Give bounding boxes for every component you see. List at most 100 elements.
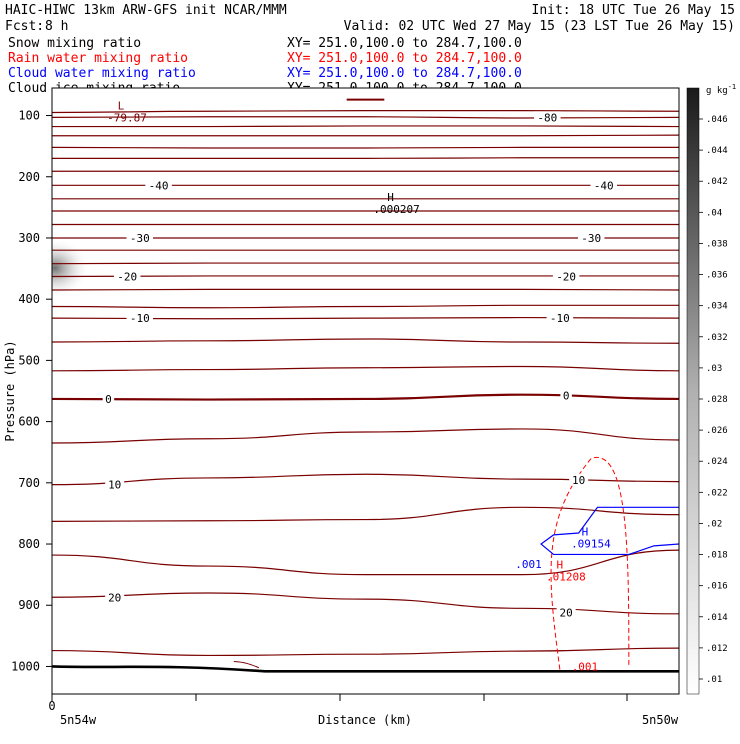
header-title: HAIC-HIWC 13km ARW-GFS init NCAR/MMM bbox=[5, 3, 287, 18]
isotherm-0 bbox=[52, 110, 679, 114]
y-tick-label-500: 500 bbox=[18, 353, 40, 367]
rain-water-contour bbox=[550, 456, 630, 670]
isotherm-15 bbox=[52, 288, 679, 291]
isotherm-18 bbox=[52, 338, 679, 344]
colorbar-tick-label-9: .028 bbox=[706, 395, 728, 405]
colorbar-tick-label-1: .044 bbox=[706, 146, 728, 156]
x-axis-label: Distance (km) bbox=[318, 713, 412, 727]
colorbar-tick-label-15: .016 bbox=[706, 582, 728, 592]
extremum-letter-3: H bbox=[557, 559, 564, 572]
y-tick-label-600: 600 bbox=[18, 415, 40, 429]
contour-value-label-1: .001 bbox=[572, 660, 599, 673]
y-axis: 100 200 300 400 500 600 700 800 900 1000 bbox=[11, 109, 52, 673]
colorbar-tick-label-16: .014 bbox=[706, 613, 728, 623]
colorbar-tick-label-10: .026 bbox=[706, 426, 728, 436]
colorbar-tick-label-17: .012 bbox=[706, 644, 728, 654]
isotherm-label-13: 20 bbox=[560, 607, 573, 620]
header-init-time: Init: 18 UTC Tue 26 May 15 bbox=[532, 3, 736, 18]
isotherm-label-6: -10 bbox=[130, 312, 150, 325]
x-zero-label: 0 bbox=[48, 699, 55, 713]
isotherm-19 bbox=[52, 365, 679, 372]
isotherm-label-4: -20 bbox=[117, 271, 137, 284]
colorbar-tick-label-11: .024 bbox=[706, 457, 728, 467]
isotherm-label-bg-5 bbox=[552, 270, 580, 283]
isotherm-label-bg-0 bbox=[145, 179, 172, 192]
extremum-letter-2: H bbox=[582, 525, 589, 538]
isotherm-25 bbox=[52, 592, 679, 615]
colorbar-tick-label-12: .022 bbox=[706, 488, 728, 498]
colorbar-unit: g kg-1 bbox=[706, 83, 736, 96]
terrain-line bbox=[52, 661, 679, 673]
isotherm-label-10: 10 bbox=[108, 479, 121, 492]
colorbar-tick-label-14: .018 bbox=[706, 551, 728, 561]
y-axis-label: Pressure (hPa) bbox=[3, 340, 17, 441]
isotherm-label-14: -80 bbox=[537, 111, 557, 124]
x-right-location: 5n50w bbox=[642, 713, 679, 727]
isotherm-3 bbox=[52, 134, 679, 137]
colorbar-tick-label-7: .032 bbox=[706, 333, 728, 343]
x-axis bbox=[51, 694, 628, 701]
extremum-value-0: -79.87 bbox=[107, 111, 147, 124]
isotherm-24 bbox=[52, 549, 679, 576]
y-tick-label-900: 900 bbox=[18, 598, 40, 612]
colorbar-tick-label-0: .046 bbox=[706, 115, 728, 125]
extremum-value-1: .000207 bbox=[373, 203, 419, 216]
isotherm-label-bg-2 bbox=[126, 231, 154, 244]
field-legend: Snow mixing ratio XY= 251.0,100.0 to 284.… bbox=[8, 36, 522, 96]
colorbar-tick-label-2: .042 bbox=[706, 177, 728, 187]
isotherm-label-bg-10 bbox=[105, 478, 125, 491]
isotherm-label-bg-12 bbox=[105, 591, 125, 604]
y-tick-label-800: 800 bbox=[18, 537, 40, 551]
y-tick-label-700: 700 bbox=[18, 476, 40, 490]
cloud-water-contour bbox=[540, 506, 679, 556]
colorbar-tick-label-3: .04 bbox=[706, 208, 722, 218]
isotherm-2 bbox=[52, 125, 679, 128]
header-valid-time: Valid: 02 UTC Wed 27 May 15 (23 LST Tue … bbox=[344, 19, 735, 34]
colorbar-ramp bbox=[686, 87, 700, 695]
header-fcst-label: Fcst: bbox=[5, 19, 44, 34]
isotherm-label-8: 0 bbox=[105, 393, 112, 406]
isotherm-1 bbox=[52, 116, 679, 119]
extremum-letter-0: L bbox=[118, 99, 125, 112]
isotherm-label-3: -30 bbox=[581, 232, 601, 245]
field-xy-2: XY= 251.0,100.0 to 284.7,100.0 bbox=[287, 66, 522, 81]
isotherm-label-5: -20 bbox=[556, 271, 576, 284]
isotherm-label-9: 0 bbox=[563, 389, 570, 402]
isotherm-16 bbox=[52, 304, 679, 309]
y-tick-label-200: 200 bbox=[18, 170, 40, 184]
y-tick-label-100: 100 bbox=[18, 109, 40, 123]
isotherm-26 bbox=[52, 647, 679, 657]
field-name-2: Cloud water mixing ratio bbox=[8, 66, 196, 81]
field-name-1: Rain water mixing ratio bbox=[8, 51, 188, 66]
isotherm-label-bg-8 bbox=[102, 392, 115, 405]
colorbar-tick-label-13: .02 bbox=[706, 519, 722, 529]
plot-frame bbox=[51, 87, 680, 695]
isotherm-label-bg-14 bbox=[534, 111, 561, 124]
contour-value-label-0: .001 bbox=[515, 558, 542, 571]
field-xy-1: XY= 251.0,100.0 to 284.7,100.0 bbox=[287, 51, 522, 66]
isotherm-4 bbox=[52, 146, 679, 149]
extremum-value-3: .01208 bbox=[546, 571, 586, 584]
colorbar: g kg-1 .046 .044 .042 .04 .038 .036 .034 .032 .0… bbox=[686, 83, 736, 695]
isotherm-label-11: 10 bbox=[572, 474, 585, 487]
isotherm-label-1: -40 bbox=[594, 179, 614, 192]
header-fcst-value: 8 h bbox=[45, 19, 68, 34]
terrain-contour-stub bbox=[233, 661, 260, 669]
isotherm-14 bbox=[52, 275, 679, 278]
field-name-0: Snow mixing ratio bbox=[8, 36, 141, 51]
field-xy-0: XY= 251.0,100.0 to 284.7,100.0 bbox=[287, 36, 522, 51]
isotherm-label-bg-13 bbox=[556, 606, 576, 619]
x-left-location: 5n54w bbox=[60, 713, 97, 727]
isotherm-label-bg-7 bbox=[546, 312, 574, 325]
isotherm-label-bg-9 bbox=[560, 389, 572, 402]
isotherm-label-7: -10 bbox=[550, 312, 570, 325]
isotherm-20 bbox=[52, 393, 679, 401]
isotherm-17 bbox=[52, 316, 679, 320]
extremum-value-2: .09154 bbox=[571, 537, 611, 550]
cloud-ice-shading bbox=[52, 238, 90, 298]
colorbar-tick-label-5: .036 bbox=[706, 271, 728, 281]
y-tick-label-1000: 1000 bbox=[11, 659, 40, 673]
isotherm-label-bg-11 bbox=[569, 473, 589, 486]
